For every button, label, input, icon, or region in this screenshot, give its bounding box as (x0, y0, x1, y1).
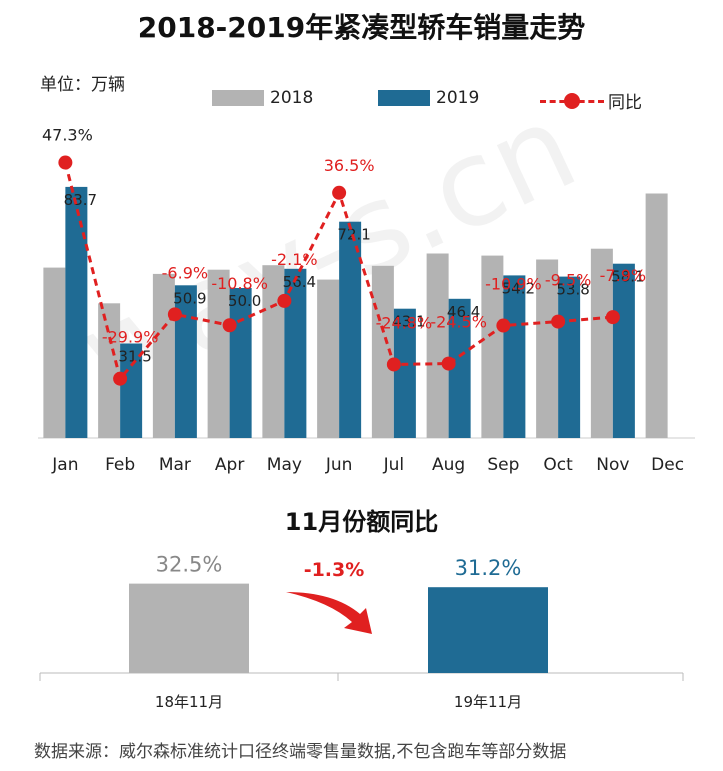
yoy-point-jul (386, 357, 401, 372)
x-tick-oct: Oct (543, 455, 573, 475)
yoy-label-sep: -10.9% (485, 275, 542, 294)
chart-title: 2018-2019年紧凑型轿车销量走势 (137, 11, 586, 44)
x-tick-mar: Mar (159, 455, 191, 475)
bar-2018-sep (481, 255, 504, 438)
yoy-point-sep (496, 318, 511, 333)
share-chart-title: 11月份额同比 (284, 508, 439, 536)
x-tick-jan: Jan (51, 455, 78, 475)
value-label-2019-nov: 58.1 (611, 268, 644, 286)
yoy-point-may (277, 293, 292, 308)
x-tick-apr: Apr (215, 455, 244, 475)
yoy-label-jun: 36.5% (324, 156, 375, 175)
yoy-point-nov (605, 310, 620, 325)
share-x-tick-2018: 18年11月 (155, 693, 223, 711)
value-label-2019-jan: 83.7 (64, 191, 97, 209)
bar-2018-jan (43, 267, 66, 438)
bar-2019-aug (448, 298, 471, 438)
value-label-2019-may: 56.4 (283, 273, 316, 291)
legend-line-yoy (540, 92, 604, 109)
value-label-2019-sep: 54.2 (502, 279, 535, 297)
bar-2019-oct (558, 276, 581, 438)
yoy-label-oct: -9.5% (545, 271, 591, 290)
yoy-label-jul: -24.8% (376, 313, 433, 332)
bar-2019-mar (174, 285, 197, 438)
x-tick-nov: Nov (596, 455, 629, 475)
x-tick-dec: Dec (651, 455, 684, 475)
bar-2018-aug (426, 253, 449, 438)
yoy-label-feb: -29.9% (102, 328, 159, 347)
source-note: 数据来源：威尔森标准统计口径终端零售量数据,不包含跑车等部分数据 (34, 742, 567, 762)
bar-2019-may (284, 268, 307, 438)
legend-label-yoy: 同比 (608, 93, 642, 113)
value-label-2019-aug: 46.4 (447, 303, 480, 321)
x-tick-jul: Jul (383, 455, 405, 475)
yoy-label-aug: -24.5% (430, 313, 487, 332)
legend-item-yoy: 同比 (540, 88, 642, 113)
legend-item-2019: 2019 (378, 88, 479, 108)
legend-item-2018: 2018 (212, 88, 313, 108)
bar-2019-apr (229, 288, 252, 438)
bar-2018-may (262, 265, 285, 438)
share-x-tick-2019: 19年11月 (454, 693, 522, 711)
legend: 2018 2019 同比 (0, 88, 723, 114)
value-label-2019-jul: 43.1 (392, 313, 425, 331)
share-value-label-2019: 31.2% (455, 556, 522, 580)
yoy-label-jan: 47.3% (42, 126, 93, 145)
value-label-2019-mar: 50.9 (173, 289, 206, 307)
bar-2019-jan (65, 186, 88, 438)
bar-2019-sep (503, 275, 526, 438)
bar-2019-jun (339, 221, 362, 438)
unit-label: 单位：万辆 (40, 75, 125, 95)
x-tick-aug: Aug (432, 455, 465, 475)
bar-2018-dec (645, 193, 668, 438)
bar-2018-nov (590, 248, 613, 438)
value-label-2019-jun: 72.1 (337, 226, 370, 244)
yoy-point-feb (113, 371, 128, 386)
legend-swatch-2018 (212, 90, 264, 106)
bar-2018-oct (536, 259, 559, 438)
share-bar-2018 (129, 583, 249, 673)
share-chart: 32.5% 18年11月 31.2% 19年11月 -1.3% (39, 553, 684, 711)
share-bar-2019 (428, 587, 548, 673)
yoy-point-jun (332, 185, 347, 200)
bar-2019-jul (393, 308, 416, 438)
legend-label-2019: 2019 (436, 88, 480, 108)
yoy-label-mar: -6.9% (162, 263, 208, 282)
x-tick-sep: Sep (487, 455, 519, 475)
x-tick-jun: Jun (325, 455, 353, 475)
yoy-label-apr: -10.8% (211, 274, 268, 293)
yoy-point-aug (441, 356, 456, 371)
bar-2019-nov (612, 263, 635, 438)
yoy-label-nov: -7.9% (600, 266, 646, 285)
bar-2018-feb (98, 303, 121, 438)
share-change-label: -1.3% (304, 559, 365, 581)
yoy-point-oct (551, 314, 566, 329)
yoy-point-jan (58, 155, 73, 170)
yoy-point-apr (222, 318, 237, 333)
value-label-2019-oct: 53.8 (556, 281, 589, 299)
monthly-sales-chart: 83.7Jan31.5Feb50.9Mar50.0Apr56.4May72.1J… (38, 126, 695, 475)
legend-swatch-2019 (378, 90, 430, 106)
bar-2018-mar (152, 273, 175, 438)
bar-2018-jun (317, 279, 340, 438)
share-change-arrow (286, 592, 372, 634)
yoy-label-may: -2.1% (271, 250, 317, 269)
share-value-label-2018: 32.5% (156, 553, 223, 577)
yoy-point-mar (167, 307, 182, 322)
bar-2019-feb (120, 343, 143, 438)
legend-label-2018: 2018 (270, 88, 314, 108)
value-label-2019-apr: 50.0 (228, 292, 261, 310)
bar-2018-apr (207, 269, 230, 438)
x-tick-feb: Feb (105, 455, 135, 475)
x-tick-may: May (267, 455, 302, 475)
